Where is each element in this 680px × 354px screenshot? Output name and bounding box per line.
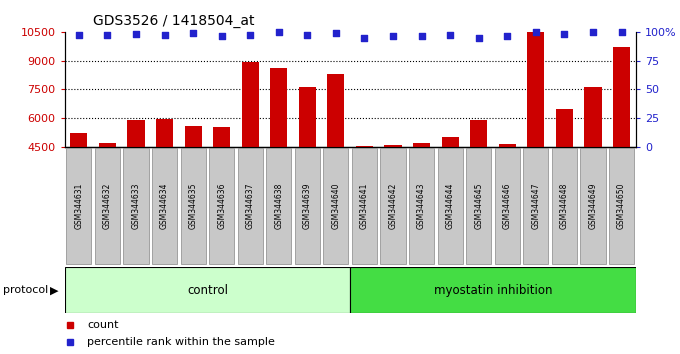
- Bar: [70, 133, 88, 147]
- Bar: [299, 87, 316, 147]
- FancyBboxPatch shape: [238, 148, 262, 264]
- Text: control: control: [187, 284, 228, 297]
- FancyBboxPatch shape: [438, 148, 462, 264]
- Text: GSM344647: GSM344647: [531, 183, 541, 229]
- Text: GSM344634: GSM344634: [160, 183, 169, 229]
- Bar: [241, 62, 259, 147]
- FancyBboxPatch shape: [95, 148, 120, 264]
- Bar: [213, 127, 231, 147]
- Point: [330, 30, 341, 36]
- Text: GSM344635: GSM344635: [188, 183, 198, 229]
- Point: [473, 35, 484, 40]
- Bar: [99, 143, 116, 147]
- Point: [445, 33, 456, 38]
- Text: GSM344650: GSM344650: [617, 183, 626, 229]
- Point: [416, 34, 427, 39]
- Point: [216, 34, 227, 39]
- FancyBboxPatch shape: [152, 148, 177, 264]
- Text: protocol: protocol: [3, 285, 49, 295]
- Bar: [413, 143, 430, 147]
- Text: GSM344645: GSM344645: [474, 183, 483, 229]
- Point: [188, 30, 199, 36]
- Point: [131, 32, 141, 37]
- Text: GSM344638: GSM344638: [274, 183, 284, 229]
- Bar: [127, 120, 145, 147]
- Bar: [156, 119, 173, 147]
- Bar: [527, 32, 545, 147]
- Bar: [441, 137, 459, 147]
- Point: [616, 29, 627, 35]
- Text: GSM344632: GSM344632: [103, 183, 112, 229]
- FancyBboxPatch shape: [209, 148, 234, 264]
- Bar: [356, 146, 373, 147]
- Point: [73, 33, 84, 38]
- FancyBboxPatch shape: [295, 148, 320, 264]
- FancyBboxPatch shape: [67, 148, 91, 264]
- Point: [273, 29, 284, 35]
- Point: [388, 34, 398, 39]
- FancyBboxPatch shape: [350, 267, 636, 313]
- Bar: [270, 68, 288, 147]
- Point: [588, 29, 598, 35]
- FancyBboxPatch shape: [65, 267, 350, 313]
- Text: GDS3526 / 1418504_at: GDS3526 / 1418504_at: [93, 14, 254, 28]
- Text: GSM344631: GSM344631: [74, 183, 84, 229]
- Text: GSM344648: GSM344648: [560, 183, 569, 229]
- Text: GSM344643: GSM344643: [417, 183, 426, 229]
- Point: [245, 33, 256, 38]
- Text: GSM344633: GSM344633: [131, 183, 141, 229]
- Point: [559, 32, 570, 37]
- FancyBboxPatch shape: [124, 148, 148, 264]
- Text: GSM344649: GSM344649: [588, 183, 598, 229]
- FancyBboxPatch shape: [352, 148, 377, 264]
- Point: [502, 34, 513, 39]
- FancyBboxPatch shape: [381, 148, 405, 264]
- Text: GSM344640: GSM344640: [331, 183, 341, 229]
- Bar: [613, 47, 630, 147]
- FancyBboxPatch shape: [181, 148, 205, 264]
- FancyBboxPatch shape: [495, 148, 520, 264]
- Text: GSM344642: GSM344642: [388, 183, 398, 229]
- Text: myostatin inhibition: myostatin inhibition: [434, 284, 552, 297]
- FancyBboxPatch shape: [324, 148, 348, 264]
- Bar: [498, 144, 516, 147]
- FancyBboxPatch shape: [581, 148, 605, 264]
- Text: ▶: ▶: [50, 285, 58, 295]
- Text: GSM344636: GSM344636: [217, 183, 226, 229]
- Text: percentile rank within the sample: percentile rank within the sample: [88, 337, 275, 347]
- Bar: [184, 126, 202, 147]
- FancyBboxPatch shape: [524, 148, 548, 264]
- Text: GSM344646: GSM344646: [503, 183, 512, 229]
- FancyBboxPatch shape: [267, 148, 291, 264]
- Text: GSM344637: GSM344637: [245, 183, 255, 229]
- Bar: [470, 120, 488, 147]
- Bar: [384, 145, 402, 147]
- Point: [102, 33, 113, 38]
- Text: GSM344644: GSM344644: [445, 183, 455, 229]
- Text: count: count: [88, 320, 119, 330]
- Text: GSM344639: GSM344639: [303, 183, 312, 229]
- FancyBboxPatch shape: [409, 148, 434, 264]
- Bar: [584, 87, 602, 147]
- Point: [302, 33, 313, 38]
- Point: [359, 35, 370, 40]
- Text: GSM344641: GSM344641: [360, 183, 369, 229]
- FancyBboxPatch shape: [609, 148, 634, 264]
- Point: [530, 29, 541, 35]
- FancyBboxPatch shape: [552, 148, 577, 264]
- Bar: [327, 74, 345, 147]
- Point: [159, 33, 170, 38]
- FancyBboxPatch shape: [466, 148, 491, 264]
- Bar: [556, 109, 573, 147]
